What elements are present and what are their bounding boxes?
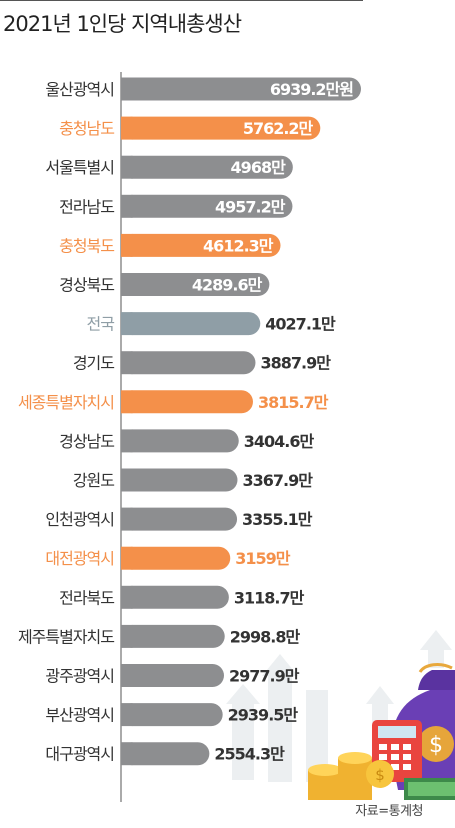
bar xyxy=(121,742,210,766)
category-label: 대전광역시 xyxy=(45,549,114,568)
category-label: 경상남도 xyxy=(59,432,114,451)
category-label: 광주광역시 xyxy=(45,667,114,686)
bar xyxy=(121,664,224,687)
bar xyxy=(121,351,256,375)
bar-base xyxy=(121,742,133,766)
bar xyxy=(121,703,223,727)
value-label: 2998.8만 xyxy=(230,627,301,646)
bar-base xyxy=(121,273,133,296)
bar-base xyxy=(121,429,133,453)
category-label: 경기도 xyxy=(73,354,114,373)
value-label: 3367.9만 xyxy=(242,471,313,490)
category-label: 전라북도 xyxy=(59,588,114,607)
value-label: 5762.2만 xyxy=(243,119,314,138)
bar-base xyxy=(121,312,133,336)
bar xyxy=(121,429,239,453)
category-label: 세종특별자치시 xyxy=(18,393,114,412)
value-label: 4289.6만 xyxy=(192,276,263,295)
bar-base xyxy=(121,546,133,570)
bar-base xyxy=(121,351,133,375)
bar xyxy=(121,194,293,218)
bar-base xyxy=(121,624,133,648)
value-label: 3887.9만 xyxy=(260,354,331,373)
value-label: 3815.7만 xyxy=(258,393,329,412)
bar xyxy=(121,390,253,414)
bar-base xyxy=(121,585,133,609)
bar-base xyxy=(121,233,133,257)
category-label: 전국 xyxy=(87,315,115,334)
bar-base xyxy=(121,468,133,492)
category-label: 제주특별자치도 xyxy=(18,627,114,646)
value-label: 2939.5만 xyxy=(228,706,299,725)
category-label: 울산광역시 xyxy=(45,80,114,99)
category-label: 충청북도 xyxy=(59,236,114,255)
category-label: 서울특별시 xyxy=(45,158,114,177)
value-label: 6939.2만원 xyxy=(270,80,353,99)
value-label: 3159만 xyxy=(235,549,291,568)
value-label: 4968만 xyxy=(231,158,287,177)
source-note: 자료=통계청 xyxy=(355,804,423,819)
value-label: 2554.3만 xyxy=(214,745,285,764)
bar-base xyxy=(121,390,133,414)
value-label: 4957.2만 xyxy=(215,197,286,216)
category-label: 경상북도 xyxy=(59,276,114,295)
bar xyxy=(121,585,229,609)
value-label: 2977.9만 xyxy=(229,667,300,686)
bar-base xyxy=(121,77,133,101)
category-label: 인천광역시 xyxy=(45,510,114,529)
value-label: 4612.3만 xyxy=(203,236,274,255)
bar-base xyxy=(121,703,133,727)
category-label: 전라남도 xyxy=(59,197,114,216)
bar-base xyxy=(121,194,133,218)
category-label: 충청남도 xyxy=(59,119,114,138)
category-label: 부산광역시 xyxy=(45,706,114,725)
category-label: 대구광역시 xyxy=(45,745,114,764)
bar xyxy=(121,77,361,101)
chart-title: 2021년 1인당 지역내총생산 xyxy=(3,12,242,36)
category-label: 강원도 xyxy=(73,471,114,490)
value-label: 4027.1만 xyxy=(265,315,336,334)
bar xyxy=(121,546,231,570)
bar-base xyxy=(121,664,133,687)
bar-base xyxy=(121,507,133,531)
value-label: 3355.1만 xyxy=(242,510,313,529)
bar-base xyxy=(121,155,133,179)
bar xyxy=(121,155,293,179)
svg-text:$: $ xyxy=(375,766,385,784)
value-label: 3118.7만 xyxy=(234,588,305,607)
bar xyxy=(121,468,238,492)
bar xyxy=(121,624,225,648)
bar xyxy=(121,273,270,296)
bar xyxy=(121,507,238,531)
bar-base xyxy=(121,116,133,140)
bar xyxy=(121,116,321,140)
value-label: 3404.6만 xyxy=(244,432,315,451)
bar xyxy=(121,312,261,336)
svg-text:$: $ xyxy=(429,733,443,758)
top-rule xyxy=(0,0,363,1)
bar xyxy=(121,233,281,257)
